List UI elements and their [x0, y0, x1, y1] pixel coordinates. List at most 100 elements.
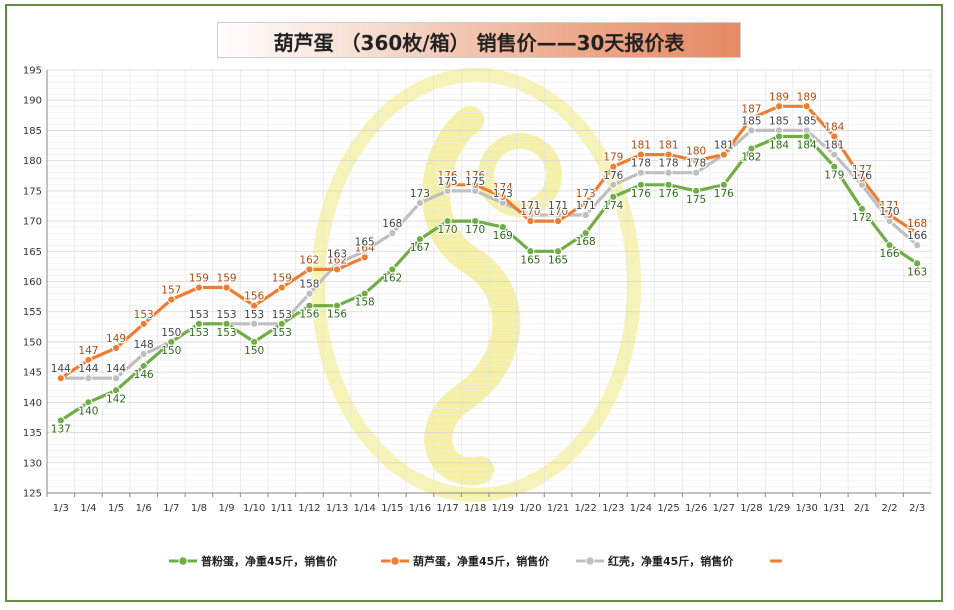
data-point	[664, 168, 673, 177]
data-point	[719, 180, 728, 189]
data-label: 177	[852, 164, 872, 176]
data-point	[747, 126, 756, 135]
data-label: 176	[631, 188, 651, 200]
data-point	[443, 216, 452, 226]
data-point	[194, 283, 204, 292]
data-point	[388, 265, 397, 274]
data-label: 189	[797, 91, 817, 103]
chart-frame	[5, 4, 943, 602]
data-point	[277, 319, 286, 328]
x-tick-label: 1/6	[136, 503, 152, 514]
y-tick-label: 135	[23, 428, 42, 439]
x-tick-label: 1/13	[326, 503, 348, 514]
data-point	[830, 150, 839, 159]
data-label: 168	[382, 218, 402, 230]
legend-label: 普粉蛋，净重45斤，销售价	[201, 554, 338, 568]
x-tick-label: 1/12	[298, 503, 320, 514]
data-label: 176	[465, 170, 485, 182]
data-label: 159	[217, 273, 237, 285]
data-label: 156	[244, 291, 264, 303]
x-tick-label: 1/14	[353, 503, 375, 514]
data-label: 156	[327, 309, 347, 321]
x-tick-label: 1/5	[108, 503, 124, 514]
data-label: 174	[493, 182, 513, 194]
y-tick-label: 130	[23, 458, 42, 469]
x-tick-label: 1/30	[795, 503, 817, 514]
data-label: 185	[769, 115, 789, 127]
data-label: 174	[603, 200, 623, 212]
data-label: 158	[299, 279, 319, 291]
data-label: 167	[410, 242, 430, 254]
data-label: 176	[659, 188, 679, 200]
data-label: 142	[106, 393, 126, 405]
data-label: 153	[217, 327, 237, 339]
data-label: 164	[355, 242, 375, 254]
data-label: 185	[741, 115, 761, 127]
data-label: 175	[686, 194, 706, 206]
y-tick-label: 175	[23, 186, 42, 197]
data-point	[360, 253, 369, 262]
data-point	[609, 192, 618, 201]
data-label: 171	[548, 200, 568, 212]
x-tick-label: 1/31	[823, 503, 845, 514]
x-tick-label: 1/26	[685, 503, 707, 514]
data-label: 153	[217, 309, 237, 321]
legend-marker	[390, 556, 400, 566]
x-tick-label: 2/1	[854, 503, 870, 514]
data-label: 150	[161, 327, 181, 339]
data-label: 162	[327, 254, 347, 266]
data-point	[636, 168, 646, 177]
x-tick-label: 1/11	[271, 503, 293, 514]
data-point	[636, 180, 646, 189]
data-point	[636, 150, 646, 159]
data-point	[581, 229, 590, 238]
y-tick-label: 195	[23, 66, 42, 77]
data-label: 153	[189, 327, 209, 339]
x-tick-label: 1/29	[768, 503, 790, 514]
data-point	[84, 398, 93, 407]
data-point	[56, 416, 65, 425]
data-label: 179	[824, 170, 844, 182]
data-point	[774, 132, 784, 141]
data-point	[84, 355, 93, 365]
data-label: 144	[51, 363, 71, 375]
data-point	[553, 216, 563, 226]
data-label: 189	[769, 91, 789, 103]
data-point	[802, 132, 811, 141]
series-line	[59, 104, 919, 380]
data-label: 184	[769, 139, 789, 151]
data-label: 179	[603, 152, 623, 164]
data-point	[692, 186, 701, 195]
data-point	[609, 162, 618, 171]
y-tick-label: 190	[23, 96, 42, 107]
data-point	[250, 337, 259, 347]
data-label: 147	[78, 345, 98, 357]
data-point	[913, 259, 922, 268]
data-label: 170	[880, 206, 900, 218]
data-point	[885, 210, 894, 220]
x-tick-label: 2/2	[882, 503, 898, 514]
data-label: 176	[438, 170, 458, 182]
data-label: 171	[576, 200, 596, 212]
data-label: 166	[907, 230, 927, 242]
data-label: 170	[438, 224, 458, 236]
legend-label: 红壳，净重45斤，销售价	[608, 554, 734, 568]
data-point	[332, 301, 342, 310]
data-label: 153	[244, 309, 264, 321]
data-label: 168	[576, 236, 596, 248]
watermark-ring	[311, 68, 641, 502]
data-label: 176	[603, 170, 623, 182]
data-point	[830, 132, 839, 141]
data-point	[498, 223, 507, 232]
data-point	[305, 301, 314, 310]
legend-label: 葫芦蛋，净重45斤，销售价	[413, 554, 550, 568]
data-point	[332, 265, 342, 274]
data-point	[747, 144, 756, 153]
data-label: 171	[880, 200, 900, 212]
data-point	[664, 150, 673, 159]
data-label: 187	[741, 103, 761, 115]
data-point	[471, 180, 480, 189]
data-label: 175	[465, 176, 485, 188]
data-label: 182	[741, 152, 761, 164]
